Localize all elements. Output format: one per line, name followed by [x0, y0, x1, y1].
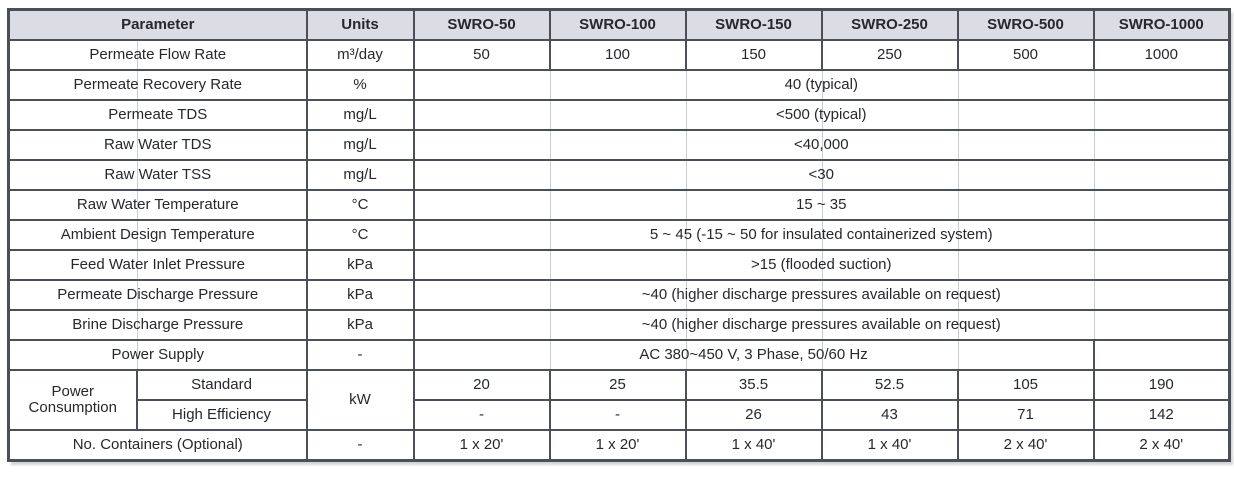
merged-value-cell: <40,000: [412, 129, 1231, 161]
row-raw-water-tds: Raw Water TDS mg/L <40,000: [7, 129, 1231, 161]
header-model-swro-250: SWRO-250: [820, 8, 959, 41]
row-permeate-tds: Permeate TDS mg/L <500 (typical): [7, 99, 1231, 131]
value-cell: 250: [820, 39, 959, 71]
row-ambient-design-temperature: Ambient Design Temperature °C 5 ~ 45 (-1…: [7, 219, 1231, 251]
row-label-power-supply: Power Supply: [7, 339, 308, 371]
units-cell: -: [305, 429, 415, 462]
value-cell: 190: [1092, 369, 1231, 401]
merged-value-cell: ~40 (higher discharge pressures availabl…: [412, 309, 1231, 341]
units-cell: %: [305, 69, 415, 101]
row-power-supply: Power Supply - AC 380~450 V, 3 Phase, 50…: [7, 339, 1231, 371]
header-units: Units: [305, 8, 415, 41]
merged-value-cell: AC 380~450 V, 3 Phase, 50/60 Hz: [412, 339, 1095, 371]
value-cell: 1 x 20': [412, 429, 551, 462]
value-cell: 50: [412, 39, 551, 71]
row-label-permeate-tds: Permeate TDS: [7, 99, 308, 131]
row-label-raw-water-tds: Raw Water TDS: [7, 129, 308, 161]
header-model-swro-150: SWRO-150: [684, 8, 823, 41]
value-cell: 52.5: [820, 369, 959, 401]
row-label-brine-discharge-pressure: Brine Discharge Pressure: [7, 309, 308, 341]
row-brine-discharge-pressure: Brine Discharge Pressure kPa ~40 (higher…: [7, 309, 1231, 341]
value-cell: 26: [684, 399, 823, 431]
row-power-consumption-standard: Power Consumption Standard kW 20 25 35.5…: [7, 369, 1231, 431]
units-cell: °C: [305, 189, 415, 221]
row-label-raw-water-tss: Raw Water TSS: [7, 159, 308, 191]
row-containers: No. Containers (Optional) - 1 x 20' 1 x …: [7, 429, 1231, 462]
row-power-consumption-high-efficiency: High Efficiency - - 26 43 71 142: [9, 399, 1231, 431]
row-label-feed-water-inlet-pressure: Feed Water Inlet Pressure: [7, 249, 308, 281]
value-cell: 1 x 40': [684, 429, 823, 462]
value-cell: 71: [956, 399, 1095, 431]
value-cell: 2 x 40': [956, 429, 1095, 462]
units-cell: kPa: [305, 249, 415, 281]
value-cell: 500: [956, 39, 1095, 71]
header-parameter: Parameter: [7, 8, 308, 41]
units-cell: mg/L: [305, 129, 415, 161]
value-cell: 25: [548, 369, 687, 401]
row-permeate-discharge-pressure: Permeate Discharge Pressure kPa ~40 (hig…: [7, 279, 1231, 311]
row-feed-water-inlet-pressure: Feed Water Inlet Pressure kPa >15 (flood…: [7, 249, 1231, 281]
units-cell: kW: [305, 369, 415, 431]
row-permeate-flow-rate: Permeate Flow Rate m³/day 50 100 150 250…: [7, 39, 1231, 71]
empty-value-cell: [1092, 339, 1231, 371]
row-label-ambient-design-temperature: Ambient Design Temperature: [7, 219, 308, 251]
row-raw-water-tss: Raw Water TSS mg/L <30: [7, 159, 1231, 191]
units-cell: -: [305, 339, 415, 371]
merged-value-cell: <30: [412, 159, 1231, 191]
value-cell: -: [412, 399, 551, 431]
header-model-swro-50: SWRO-50: [412, 8, 551, 41]
value-cell: 1 x 40': [820, 429, 959, 462]
value-cell: 2 x 40': [1092, 429, 1231, 462]
value-cell: 1000: [1092, 39, 1231, 71]
sub-label-standard: Standard: [135, 369, 308, 401]
header-model-swro-500: SWRO-500: [956, 8, 1095, 41]
header-model-swro-100: SWRO-100: [548, 8, 687, 41]
row-raw-water-temperature: Raw Water Temperature °C 15 ~ 35: [7, 189, 1231, 221]
value-cell: 20: [412, 369, 551, 401]
value-cell: 105: [956, 369, 1095, 401]
row-label-permeate-discharge-pressure: Permeate Discharge Pressure: [7, 279, 308, 311]
merged-value-cell: 5 ~ 45 (-15 ~ 50 for insulated container…: [412, 219, 1231, 251]
row-label-power-consumption: Power Consumption: [7, 369, 138, 431]
value-cell: 1 x 20': [548, 429, 687, 462]
merged-value-cell: 15 ~ 35: [412, 189, 1231, 221]
merged-value-cell: ~40 (higher discharge pressures availabl…: [412, 279, 1231, 311]
units-cell: mg/L: [305, 159, 415, 191]
value-cell: 150: [684, 39, 823, 71]
value-cell: 142: [1092, 399, 1231, 431]
merged-value-cell: 40 (typical): [412, 69, 1231, 101]
row-permeate-recovery-rate: Permeate Recovery Rate % 40 (typical): [7, 69, 1231, 101]
value-cell: 35.5: [684, 369, 823, 401]
value-cell: -: [548, 399, 687, 431]
units-cell: °C: [305, 219, 415, 251]
row-label-permeate-recovery-rate: Permeate Recovery Rate: [7, 69, 308, 101]
value-cell: 100: [548, 39, 687, 71]
row-label-permeate-flow-rate: Permeate Flow Rate: [7, 39, 308, 71]
units-cell: m³/day: [305, 39, 415, 71]
merged-value-cell: <500 (typical): [412, 99, 1231, 131]
row-label-containers: No. Containers (Optional): [7, 429, 308, 462]
units-cell: mg/L: [305, 99, 415, 131]
units-cell: kPa: [305, 309, 415, 341]
spec-table: Parameter Units SWRO-50 SWRO-100 SWRO-15…: [7, 8, 1232, 462]
merged-value-cell: >15 (flooded suction): [412, 249, 1231, 281]
row-label-raw-water-temperature: Raw Water Temperature: [7, 189, 308, 221]
units-cell: kPa: [305, 279, 415, 311]
header-model-swro-1000: SWRO-1000: [1092, 8, 1231, 41]
value-cell: 43: [820, 399, 959, 431]
header-row: Parameter Units SWRO-50 SWRO-100 SWRO-15…: [7, 8, 1231, 41]
sub-label-high-efficiency: High Efficiency: [135, 399, 308, 431]
